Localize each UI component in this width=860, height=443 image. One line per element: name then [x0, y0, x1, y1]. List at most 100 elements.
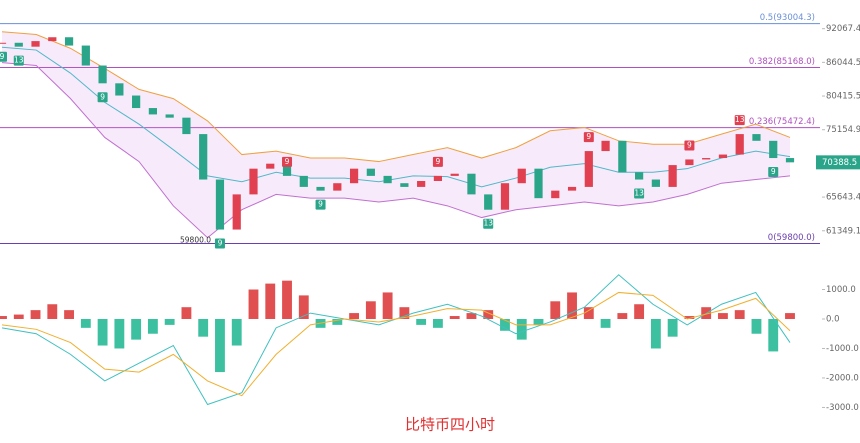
candle — [635, 172, 644, 180]
macd-bar — [600, 318, 611, 328]
candle — [249, 168, 258, 195]
macd-bar — [516, 318, 527, 340]
fib-label: 0.382(85168.0) — [749, 57, 815, 67]
td-marker-label: 9 — [285, 157, 290, 166]
candle — [266, 163, 275, 169]
band-line — [1, 46, 791, 188]
candle — [433, 175, 443, 181]
candle — [64, 37, 74, 46]
y-tick-label: 0.0 — [826, 314, 840, 324]
macd-bar — [198, 318, 209, 337]
td-marker — [282, 156, 293, 167]
candle — [685, 159, 694, 166]
band-fill — [2, 31, 790, 238]
macd-bar — [64, 310, 74, 319]
candle — [349, 168, 359, 184]
candle — [752, 134, 761, 141]
macd-bar — [667, 318, 678, 337]
macd-bar — [399, 307, 410, 319]
td-marker-label: 13 — [735, 115, 745, 124]
candle — [551, 190, 560, 199]
macd-bar — [164, 318, 175, 325]
band-line — [1, 31, 791, 163]
y-tick-label: -3000.0 — [826, 403, 859, 413]
macd-bar — [684, 316, 695, 319]
candle — [282, 163, 292, 176]
macd-bar — [583, 307, 594, 319]
candle — [132, 95, 141, 109]
y-tick-label: 80415.5 — [826, 92, 860, 102]
candle — [702, 158, 711, 160]
macd-bar — [416, 318, 427, 325]
td-marker-label: 9 — [218, 239, 223, 248]
candle — [651, 179, 660, 187]
candle — [115, 83, 124, 96]
candle — [517, 168, 526, 184]
y-tick-label: 86044.5 — [826, 58, 860, 68]
candle — [48, 37, 57, 42]
macd-bar — [718, 313, 728, 319]
candle — [500, 183, 510, 210]
macd-bar — [483, 310, 494, 319]
candle — [718, 154, 728, 159]
candle — [0, 42, 7, 44]
macd-bar — [114, 318, 125, 349]
macd-bar — [349, 313, 360, 319]
macd-bar — [768, 318, 779, 352]
candle — [232, 194, 241, 230]
candle — [383, 175, 392, 184]
fib-label: 0.236(75472.4) — [749, 117, 815, 127]
candle — [450, 173, 459, 176]
y-tick-label: 92067.4 — [826, 24, 860, 34]
td-marker-label: 13 — [634, 189, 644, 198]
candle — [534, 168, 543, 199]
candle — [299, 175, 308, 187]
macd-bar — [80, 318, 91, 328]
macd-bar — [634, 304, 645, 319]
candle — [400, 183, 409, 187]
td-marker — [214, 238, 225, 249]
macd-bar — [231, 318, 242, 346]
candle — [417, 180, 426, 187]
td-marker-label: 9 — [318, 200, 323, 209]
candle — [148, 108, 157, 115]
td-marker — [734, 115, 745, 126]
td-marker-label: 9 — [771, 167, 776, 176]
macd-bar — [785, 313, 795, 319]
td-marker — [315, 199, 326, 210]
y-tick-label: -1000.0 — [826, 344, 859, 354]
td-marker-label: 9 — [436, 157, 441, 166]
y-tick-label: 61349.1 — [826, 226, 860, 236]
macd-bar — [382, 292, 393, 319]
candle — [199, 134, 208, 180]
candle — [668, 165, 677, 187]
last-price-box — [816, 155, 860, 170]
candle — [735, 134, 744, 155]
fib-label: 0.5(93004.3) — [760, 13, 815, 23]
candle — [567, 186, 577, 191]
td-marker — [634, 188, 645, 199]
candle — [215, 179, 225, 230]
candle — [484, 194, 493, 210]
td-marker — [483, 218, 494, 229]
candle — [165, 114, 174, 118]
macd-bar — [365, 301, 376, 319]
candle — [14, 42, 23, 47]
td-marker — [583, 132, 594, 143]
chart-title: 比特币四小时 — [405, 416, 495, 434]
macd-bar — [617, 313, 628, 319]
macd-bar — [265, 283, 276, 319]
macd-bar — [30, 310, 41, 319]
last-price-label: 70388.5 — [822, 158, 857, 168]
td-marker — [768, 167, 779, 178]
macd-bar — [0, 316, 7, 319]
candle — [366, 168, 375, 176]
macd-bar — [500, 318, 510, 331]
band-line — [1, 62, 791, 239]
y-tick-label: -2000.0 — [826, 373, 859, 383]
macd-bar — [298, 295, 309, 319]
macd-bar — [13, 314, 24, 319]
macd-bar — [248, 289, 259, 319]
td-marker-label: 9 — [100, 92, 105, 101]
macd-bar — [131, 318, 142, 340]
